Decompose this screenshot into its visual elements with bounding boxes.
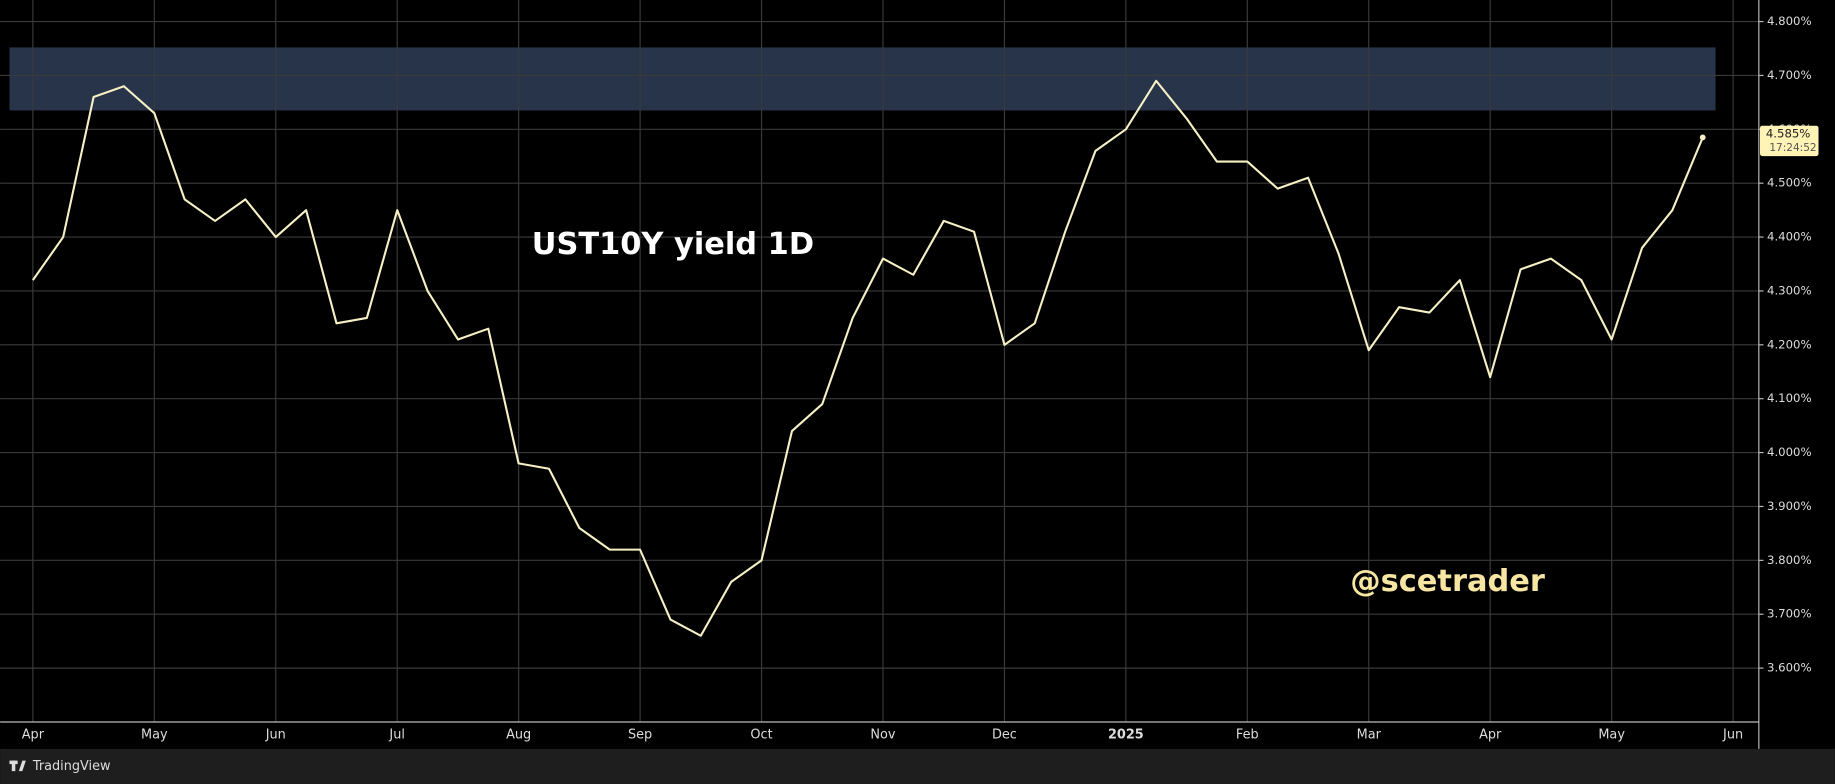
x-tick-label: Sep xyxy=(628,727,652,742)
footer xyxy=(0,748,1835,784)
x-tick-label: May xyxy=(141,727,168,742)
chart-title: UST10Y yield 1D xyxy=(532,227,814,262)
last-price-box xyxy=(1760,125,1819,157)
x-tick-label: Mar xyxy=(1357,727,1382,742)
x-tick-label: Jul xyxy=(388,727,405,742)
annotation: @scetrader xyxy=(1350,564,1545,599)
x-tick-label: Apr xyxy=(22,727,45,742)
y-tick-label: 4.400% xyxy=(1767,230,1812,244)
y-tick-label: 3.700% xyxy=(1767,607,1812,621)
x-tick-label: May xyxy=(1598,727,1625,742)
y-tick-label: 4.000% xyxy=(1767,445,1812,459)
y-tick-label: 4.300% xyxy=(1767,283,1812,297)
y-tick-label: 4.200% xyxy=(1767,337,1812,351)
x-tick-label: Nov xyxy=(870,727,895,742)
y-tick-label: 4.100% xyxy=(1767,391,1812,405)
y-tick-label: 3.800% xyxy=(1767,553,1812,567)
countdown: 17:24:52 xyxy=(1769,142,1816,154)
y-tick-label: 4.700% xyxy=(1767,68,1812,82)
y-tick-label: 4.500% xyxy=(1767,176,1812,190)
x-tick-label: 2025 xyxy=(1108,727,1144,742)
y-tick-label: 3.900% xyxy=(1767,499,1812,513)
x-tick-label: Oct xyxy=(750,727,772,742)
grid xyxy=(0,0,1759,722)
brand[interactable]: TradingView xyxy=(32,759,111,774)
last-point xyxy=(1699,134,1706,141)
last-price-label: 4.585% xyxy=(1766,126,1811,140)
x-tick-label: Aug xyxy=(506,727,531,742)
x-tick-label: Feb xyxy=(1236,727,1259,742)
x-tick-label: Jun xyxy=(265,727,286,742)
y-tick-label: 3.600% xyxy=(1767,661,1812,675)
x-tick-label: Jun xyxy=(1722,727,1743,742)
plot xyxy=(32,79,1706,637)
x-tick-label: Dec xyxy=(992,727,1017,742)
brand-logo xyxy=(9,760,26,772)
line xyxy=(32,79,1704,637)
zone xyxy=(9,47,1716,111)
x-tick-label: Apr xyxy=(1479,727,1502,742)
y-tick-label: 4.800% xyxy=(1767,14,1812,28)
